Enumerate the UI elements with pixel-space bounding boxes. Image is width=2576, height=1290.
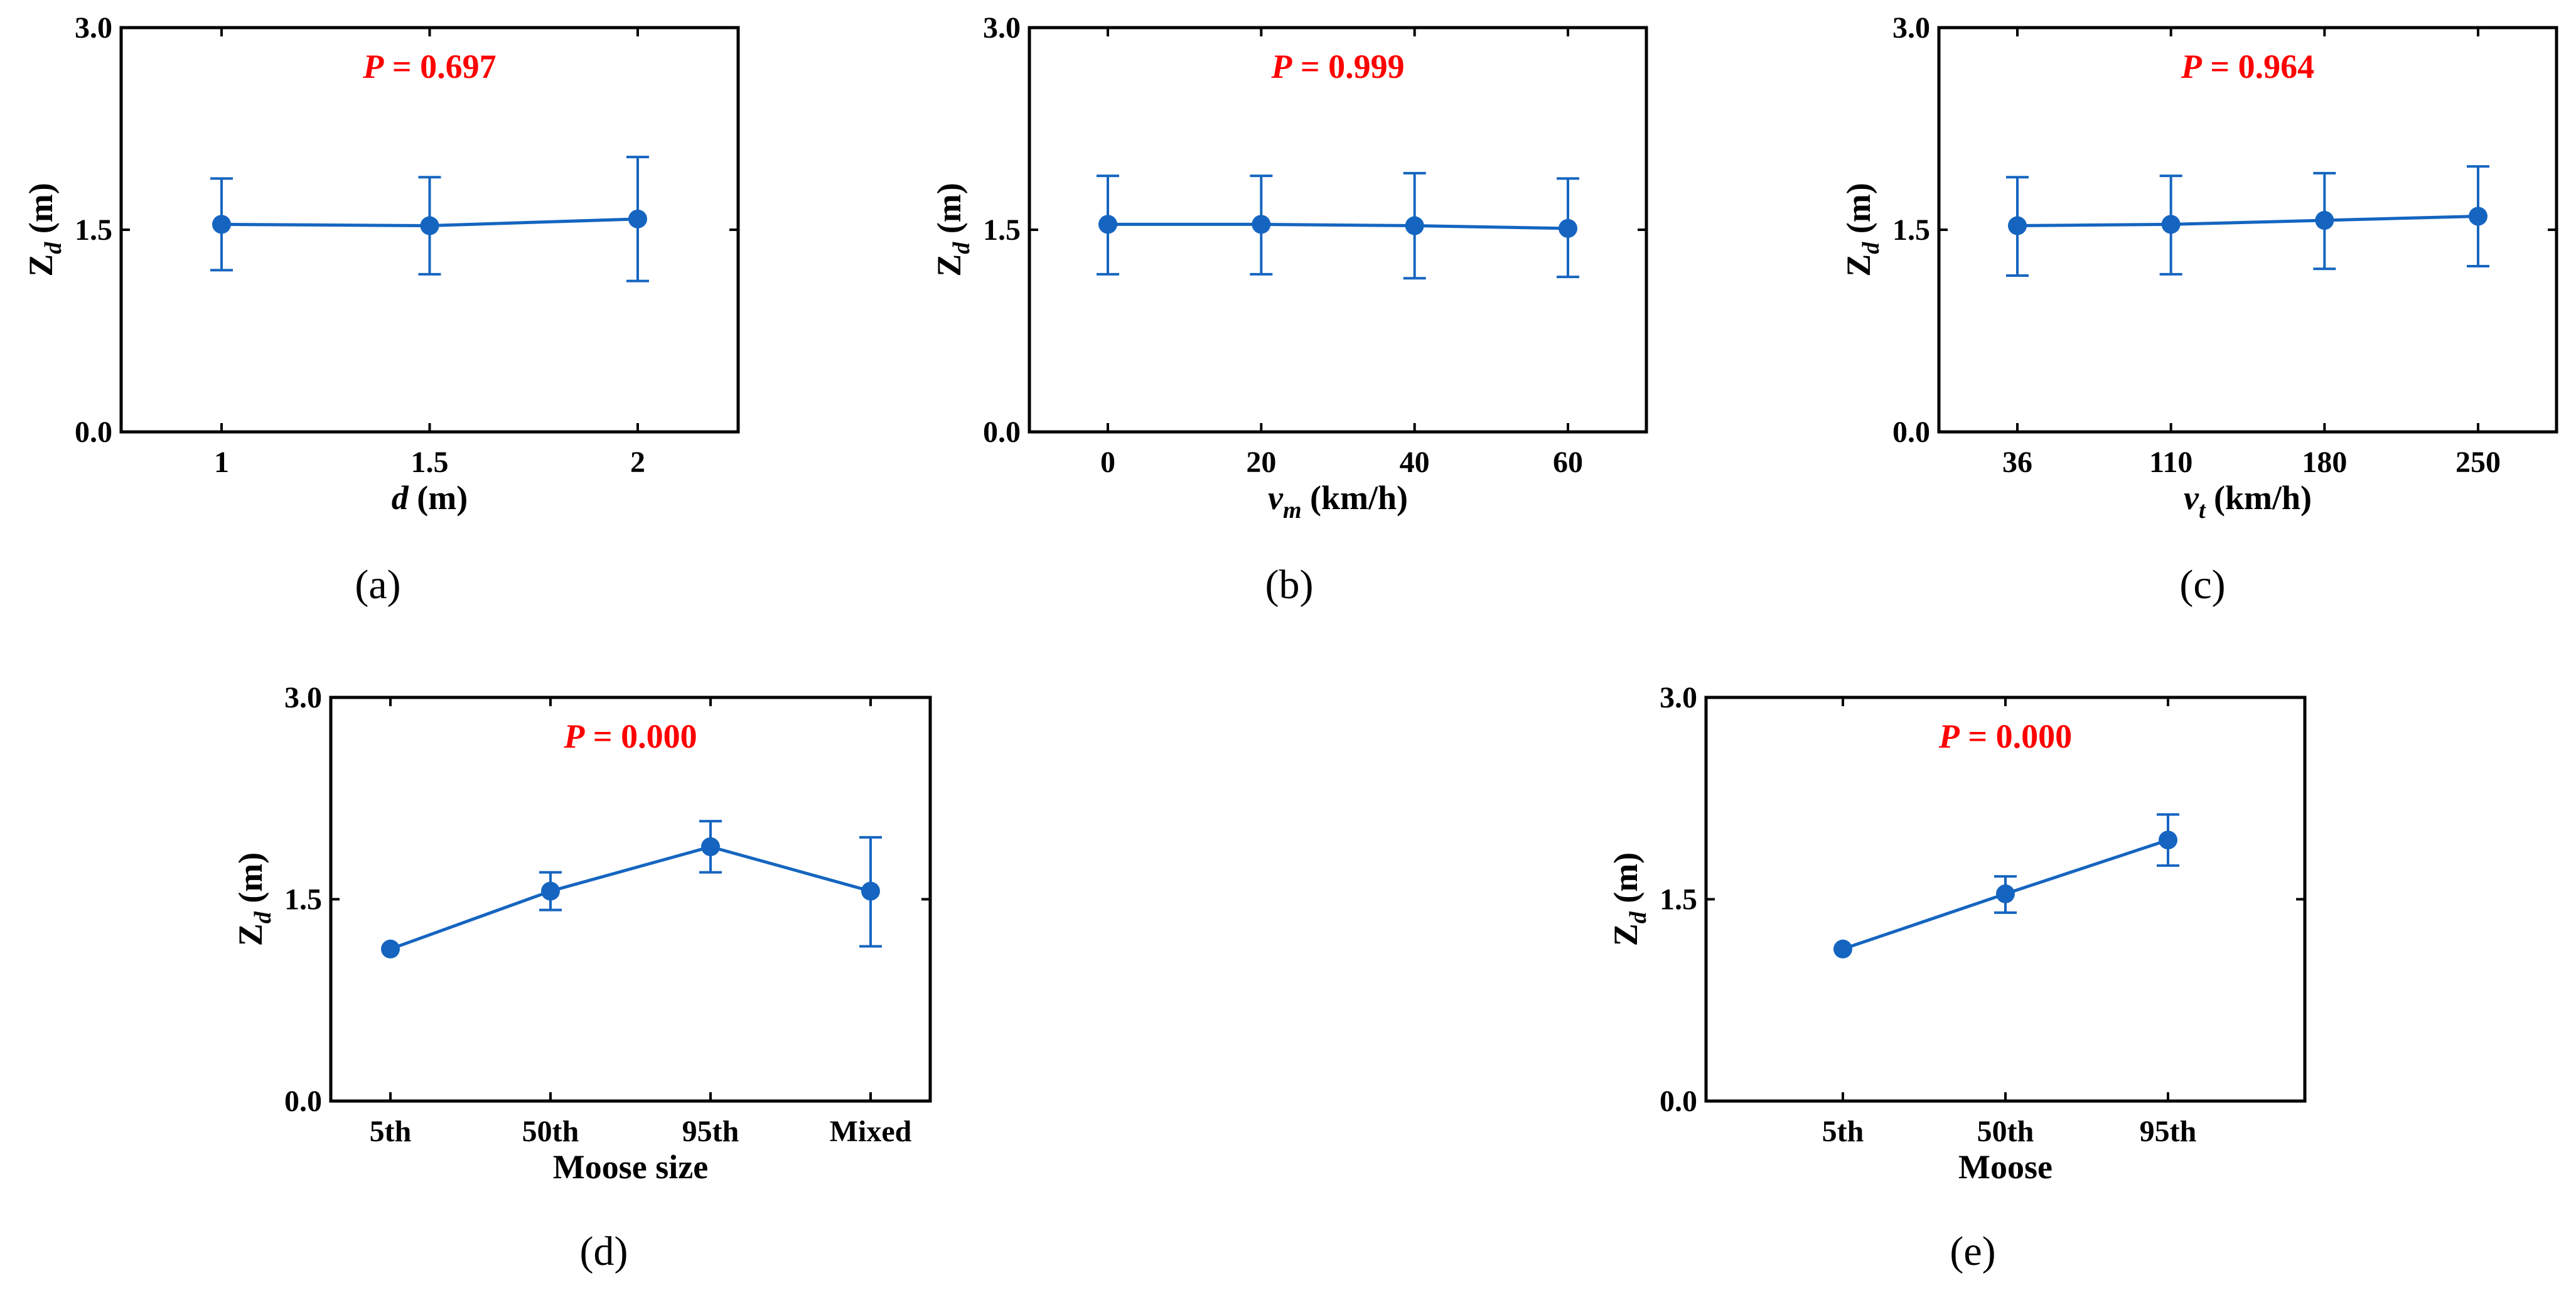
x-tick-label: 95th xyxy=(2140,1115,2197,1148)
y-axis-label: Zd (m) xyxy=(1840,183,1884,276)
data-point xyxy=(381,939,400,959)
x-tick-label: 36 xyxy=(2002,446,2032,479)
y-tick-label: 0.0 xyxy=(983,416,1021,449)
data-point xyxy=(1833,939,1852,959)
x-tick-label: 110 xyxy=(2149,446,2192,479)
x-tick-label: 20 xyxy=(1246,446,1276,479)
x-tick-label: 1.5 xyxy=(411,446,449,479)
data-point xyxy=(212,215,231,234)
data-point xyxy=(701,837,720,856)
p-value-annotation: P = 0.964 xyxy=(2181,48,2314,85)
panel-e: 0.0 1.5 3.0 5th 50th 95th Moose Zd (m) P = 0.000… xyxy=(1607,681,2307,1274)
y-tick-label: 3.0 xyxy=(284,681,322,714)
data-point xyxy=(628,209,647,228)
data-point xyxy=(2159,830,2177,850)
data-point xyxy=(2315,210,2334,230)
panel-caption: (c) xyxy=(2179,562,2225,608)
panel-d: 0.0 1.5 3.0 5th 50th 95th Mixed Moose size Zd (m… xyxy=(232,681,932,1274)
x-tick-label: 0 xyxy=(1100,446,1115,479)
panel-c: 0.0 1.5 3.0 36 110 180 250 vt (km/h) Zd (m) P = 0… xyxy=(1840,11,2558,608)
x-tick-label: 180 xyxy=(2302,446,2347,479)
panel-caption: (b) xyxy=(1265,562,1314,608)
x-tick-label: 250 xyxy=(2455,446,2501,479)
plot-frame xyxy=(329,696,932,1103)
x-tick-label: Mixed xyxy=(830,1115,912,1148)
data-point xyxy=(1996,884,2015,903)
x-axis-label: d (m) xyxy=(392,479,468,517)
x-axis-label: Moose xyxy=(1958,1148,2053,1186)
panel-caption: (a) xyxy=(355,562,400,608)
p-value-annotation: P = 0.000 xyxy=(563,718,697,755)
y-tick-label: 0.0 xyxy=(284,1085,322,1118)
data-point xyxy=(1559,218,1577,238)
y-tick-label: 3.0 xyxy=(1892,11,1930,45)
data-point xyxy=(1098,215,1117,234)
y-tick-label: 3.0 xyxy=(75,11,112,45)
x-tick-label: 50th xyxy=(522,1115,579,1148)
panel-b: 0.0 1.5 3.0 0 20 40 60 vm (km/h) Zd (m) P = 0.999… xyxy=(930,11,1648,608)
x-tick-label: 50th xyxy=(1977,1115,2034,1148)
series-line xyxy=(390,845,871,951)
x-axis-label: vt (km/h) xyxy=(2184,479,2312,524)
y-tick-label: 1.5 xyxy=(983,213,1021,247)
series-line xyxy=(1108,222,1569,230)
y-tick-label: 0.0 xyxy=(75,416,112,449)
x-tick-label: 40 xyxy=(1400,446,1430,479)
y-axis-label: Zd (m) xyxy=(1607,852,1651,946)
y-tick-label: 1.5 xyxy=(75,213,112,247)
data-point xyxy=(2469,207,2487,226)
x-tick-label: 5th xyxy=(370,1115,412,1148)
data-point xyxy=(1252,215,1271,234)
x-tick-label: 2 xyxy=(630,446,645,479)
data-point xyxy=(2008,216,2027,235)
panel-caption: (e) xyxy=(1950,1228,1995,1274)
x-axis-label: Moose size xyxy=(553,1148,708,1186)
data-point xyxy=(420,216,439,235)
data-point xyxy=(2161,215,2181,234)
x-tick-label: 1 xyxy=(214,446,229,479)
plot-frame xyxy=(1028,26,1648,434)
y-tick-label: 1.5 xyxy=(1892,213,1930,247)
data-point xyxy=(861,881,880,901)
p-value-annotation: P = 0.999 xyxy=(1270,48,1404,85)
data-point xyxy=(1405,216,1424,235)
y-axis-label: Zd (m) xyxy=(232,852,276,946)
series-line xyxy=(2017,215,2479,228)
panel-caption: (d) xyxy=(580,1228,628,1274)
y-tick-label: 1.5 xyxy=(284,883,322,916)
plot-frame xyxy=(1937,26,2558,434)
y-axis-label: Zd (m) xyxy=(22,183,67,276)
data-point xyxy=(541,881,560,901)
y-tick-label: 3.0 xyxy=(1660,681,1697,714)
y-axis-label: Zd (m) xyxy=(930,183,975,276)
y-tick-label: 1.5 xyxy=(1660,883,1697,916)
x-tick-label: 60 xyxy=(1553,446,1583,479)
y-tick-label: 3.0 xyxy=(983,11,1021,45)
p-value-annotation: P = 0.000 xyxy=(1938,718,2072,755)
y-tick-label: 0.0 xyxy=(1892,416,1930,449)
panel-a: 0.0 1.5 3.0 1 1.5 2 d (m) Zd (m) P = 0.697 (a) xyxy=(22,11,740,608)
x-axis-label: vm (km/h) xyxy=(1268,479,1408,524)
p-value-annotation: P = 0.697 xyxy=(362,48,496,85)
x-tick-label: 95th xyxy=(682,1115,739,1148)
x-tick-label: 5th xyxy=(1822,1115,1864,1148)
y-tick-label: 0.0 xyxy=(1660,1085,1697,1118)
